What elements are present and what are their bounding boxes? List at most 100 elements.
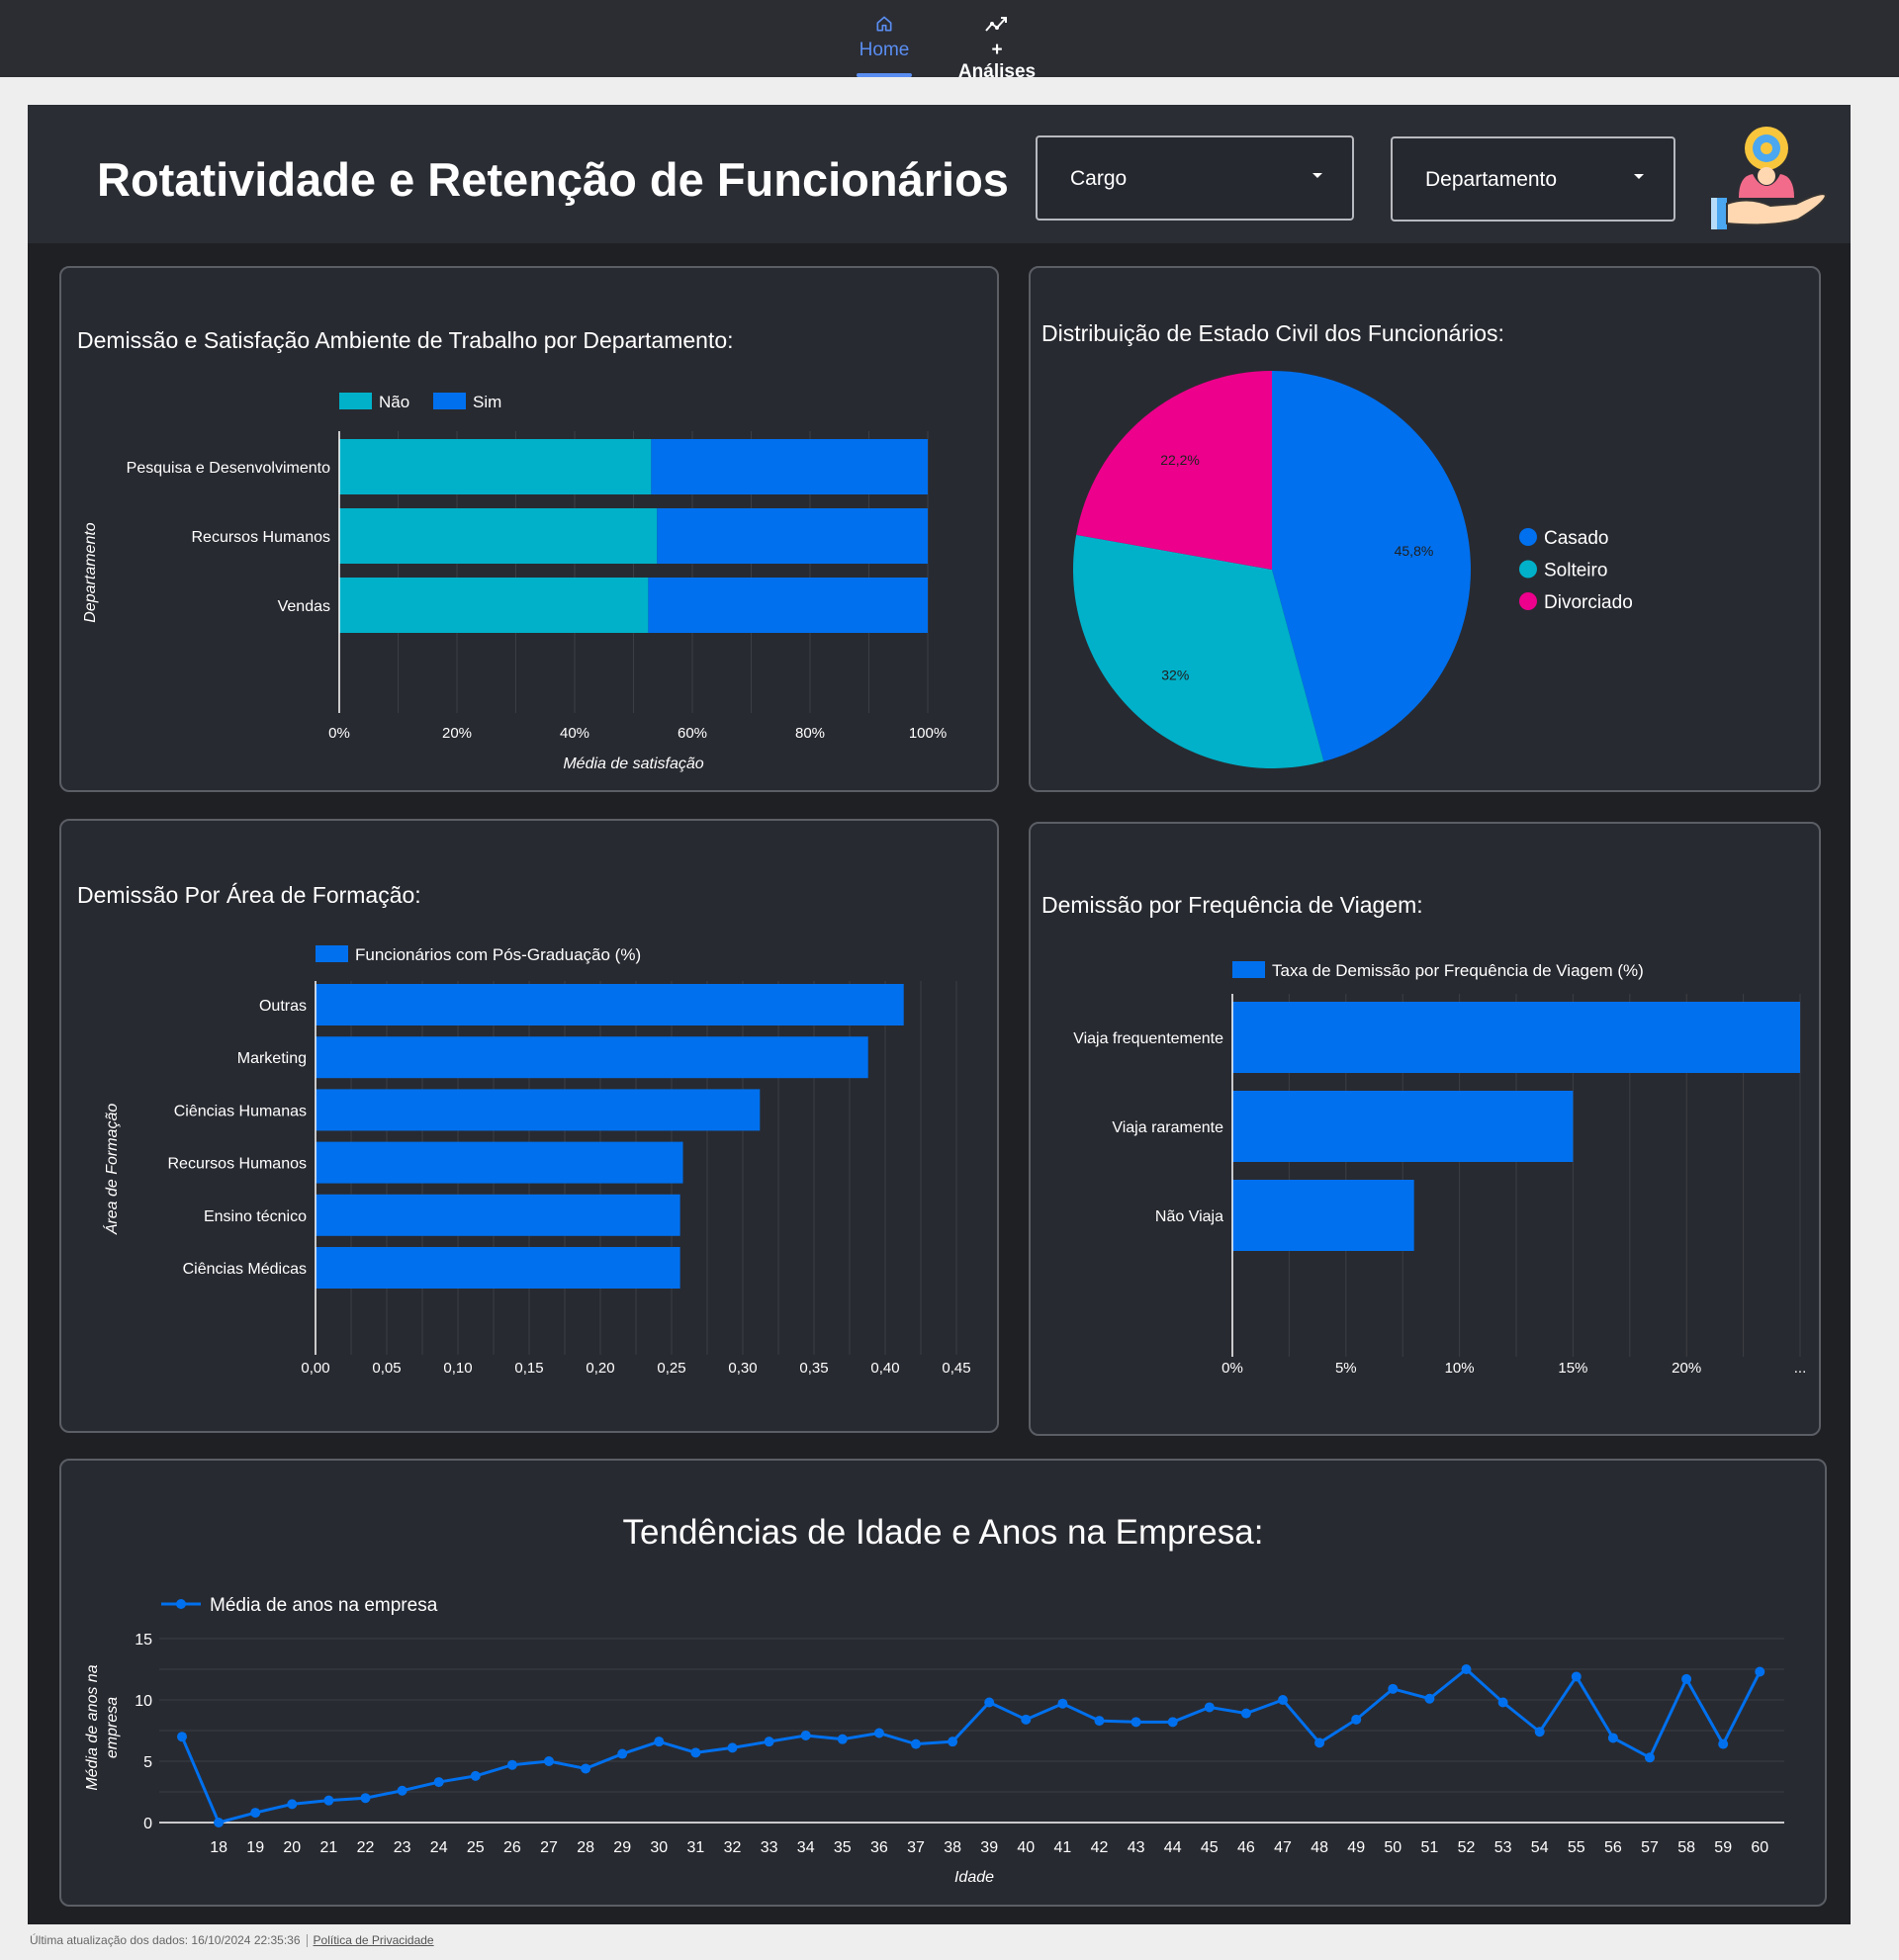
chart-title-idade: Tendências de Idade e Anos na Empresa:: [622, 1513, 1264, 1552]
data-point: [1718, 1738, 1729, 1749]
bar: [1232, 1002, 1800, 1073]
stacked-bar-chart-satisfacao: 0% 20% 40% 60% 80% 100% Pesquisa e Desenvolvim…: [82, 393, 947, 772]
bar: [316, 1089, 761, 1131]
tab-home-label: Home: [859, 40, 910, 60]
data-point: [654, 1737, 665, 1747]
cargo-filter-dropdown[interactable]: Cargo: [1036, 135, 1354, 221]
pie-slice: [1272, 371, 1471, 762]
data-point: [287, 1799, 298, 1810]
x-tick-label: 32: [724, 1839, 742, 1856]
pie-slice: [1076, 371, 1272, 570]
x-tick-label: 21: [320, 1839, 338, 1856]
x-tick-label: 49: [1347, 1839, 1365, 1856]
pie-slice: [1073, 534, 1324, 768]
x-tick-label: 0,40: [870, 1360, 899, 1377]
tab-home[interactable]: Home: [857, 10, 912, 77]
data-point: [1240, 1708, 1251, 1719]
data-point: [506, 1759, 517, 1770]
home-icon: [876, 16, 892, 32]
chevron-down-icon: [1312, 173, 1322, 178]
data-point: [1534, 1727, 1545, 1737]
x-tick-label: 37: [907, 1839, 925, 1856]
panel-idade: Tendências de Idade e Anos na Empresa: 0…: [59, 1459, 1827, 1907]
y-tick-label: 0: [143, 1816, 152, 1832]
x-tick-label: 34: [797, 1839, 815, 1856]
data-point: [214, 1818, 225, 1827]
y-tick-label: 5: [143, 1754, 152, 1771]
x-tick-label: 22: [357, 1839, 375, 1856]
x-tick-label: 39: [980, 1839, 998, 1856]
data-point: [617, 1748, 628, 1759]
x-tick-label: 35: [834, 1839, 852, 1856]
data-point: [1057, 1698, 1068, 1709]
y-tick-label: 10: [135, 1693, 152, 1710]
x-tick-label: 100%: [909, 725, 947, 742]
bar: [651, 439, 928, 494]
data-point: [433, 1777, 444, 1788]
data-point: [250, 1808, 261, 1819]
data-point: [1021, 1714, 1032, 1725]
tab-analises[interactable]: + Análises: [951, 10, 1042, 82]
legend-swatch: [1232, 961, 1265, 978]
x-tick-label: 29: [613, 1839, 631, 1856]
x-tick-label: 48: [1311, 1839, 1328, 1856]
bar: [316, 1141, 683, 1184]
x-tick-label: 58: [1677, 1839, 1695, 1856]
category-label: Marketing: [237, 1050, 307, 1067]
category-label: Ciências Médicas: [183, 1261, 307, 1278]
pie-chart-estado-civil: 45,8% Casado 32% Solteiro 22,2% Divorciado: [1073, 371, 1633, 768]
bar: [1232, 1180, 1414, 1251]
panel-viagem: Demissão por Frequência de Viagem: 0% 5% 1…: [1029, 822, 1821, 1436]
x-tick-label: 57: [1641, 1839, 1659, 1856]
chart-title-formacao: Demissão Por Área de Formação:: [77, 882, 421, 908]
bar: [316, 1036, 868, 1079]
data-point: [1645, 1752, 1655, 1763]
series-line: [180, 1667, 1762, 1825]
x-tick-label: 0,30: [728, 1360, 757, 1377]
bar: [316, 1247, 680, 1289]
legend-marker: [1519, 592, 1537, 610]
panel-satisfacao-departamento: Demissão e Satisfação Ambiente de Trabal…: [59, 266, 999, 792]
x-tick-label: 38: [944, 1839, 961, 1856]
slice-data-label: 22,2%: [1160, 452, 1200, 468]
data-point: [764, 1737, 774, 1747]
category-label: Pesquisa e Desenvolvimento: [127, 460, 330, 477]
data-point: [727, 1742, 738, 1753]
data-point: [690, 1747, 701, 1758]
bar-chart-viagem: 0% 5% 10% 15% 20% ... Viaja frequentemente Viaj…: [1073, 961, 1807, 1377]
x-tick-label: 26: [503, 1839, 521, 1856]
departamento-filter-dropdown[interactable]: Departamento: [1391, 136, 1675, 222]
legend-label: Solteiro: [1544, 561, 1607, 581]
x-tick-label: 0,20: [586, 1360, 614, 1377]
data-point: [1461, 1664, 1472, 1674]
x-tick-label: 0,05: [372, 1360, 401, 1377]
bar: [339, 578, 649, 633]
privacy-policy-link[interactable]: Política de Privacidade: [313, 1933, 434, 1947]
data-point: [1607, 1733, 1618, 1743]
x-tick-label: 30: [650, 1839, 668, 1856]
data-point: [1314, 1737, 1325, 1748]
legend-marker: [176, 1599, 186, 1609]
bar-chart-formacao: 0,00 0,05 0,10 0,15 0,20 0,25 0,30 0,35 0,40 0,45…: [102, 945, 971, 1377]
x-tick-label: 0%: [1221, 1360, 1243, 1377]
legend-swatch: [339, 393, 372, 409]
chart-title-satisfacao: Demissão e Satisfação Ambiente de Trabal…: [77, 327, 734, 353]
x-tick-label: ...: [1794, 1360, 1807, 1377]
x-tick-label: 20%: [1672, 1360, 1701, 1377]
data-point: [800, 1730, 811, 1740]
x-tick-label: 15%: [1558, 1360, 1587, 1377]
x-tick-label: 44: [1164, 1839, 1182, 1856]
x-tick-label: 19: [246, 1839, 264, 1856]
line-chart-idade: 0 5 10 15 18 19 20 21 22 23 24 25 26 27 28 29 30 31 32 33 34…: [84, 1595, 1784, 1886]
x-tick-label: 59: [1714, 1839, 1732, 1856]
x-tick-label: 25: [467, 1839, 485, 1856]
data-point: [1278, 1695, 1288, 1705]
x-tick-label: 80%: [795, 725, 825, 742]
legend-label: Casado: [1544, 528, 1609, 549]
report-header: Rotatividade e Retenção de Funcionários …: [28, 105, 1851, 243]
cargo-filter-label: Cargo: [1070, 167, 1128, 190]
x-tick-label: 0,10: [443, 1360, 472, 1377]
legend-label: Funcionários com Pós-Graduação (%): [355, 945, 641, 964]
legend-marker: [1519, 560, 1537, 579]
employee-care-hand-icon: [1711, 127, 1828, 229]
